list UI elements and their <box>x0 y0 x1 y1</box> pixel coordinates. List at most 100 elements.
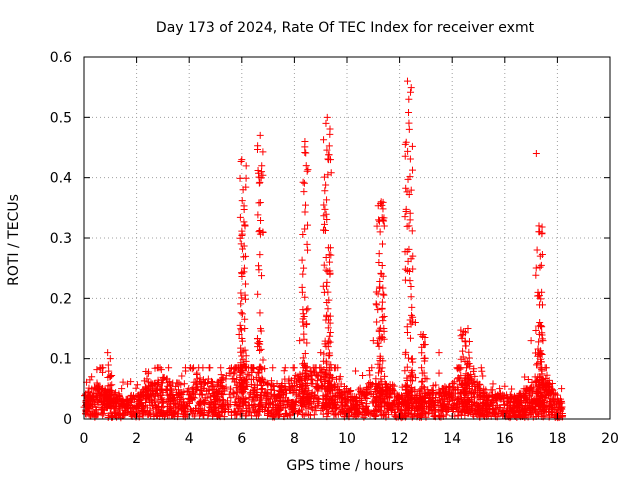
data-point <box>506 402 514 410</box>
data-point <box>407 282 415 290</box>
data-point <box>205 364 213 372</box>
data-point <box>175 379 183 387</box>
data-point <box>515 393 523 401</box>
data-point <box>496 392 504 400</box>
data-point <box>300 264 308 272</box>
data-point <box>336 373 344 381</box>
data-point <box>375 250 383 258</box>
data-point <box>478 367 486 375</box>
data-point <box>403 374 411 382</box>
data-point <box>250 383 258 391</box>
data-point <box>118 385 126 393</box>
data-point <box>524 375 532 383</box>
data-point <box>254 142 262 150</box>
data-point <box>321 187 329 195</box>
data-point <box>244 370 252 378</box>
data-point <box>369 337 377 345</box>
data-point <box>402 184 410 192</box>
data-point <box>377 354 385 362</box>
data-point <box>465 398 473 406</box>
data-point <box>271 397 279 405</box>
data-point <box>178 372 186 380</box>
data-point <box>163 398 171 406</box>
data-point <box>301 387 309 395</box>
data-point <box>522 402 530 410</box>
x-tick-label: 18 <box>548 431 566 447</box>
data-point <box>149 402 157 410</box>
data-point <box>86 393 94 401</box>
data-point <box>239 407 247 415</box>
data-point <box>240 268 248 276</box>
data-point <box>314 377 322 385</box>
data-point <box>263 396 271 404</box>
data-point <box>104 349 112 357</box>
data-point <box>552 408 560 416</box>
data-point <box>139 408 147 416</box>
data-point <box>375 402 383 410</box>
data-point <box>254 290 262 298</box>
data-point <box>242 295 250 303</box>
data-point <box>442 404 450 412</box>
data-point <box>527 337 535 345</box>
data-point <box>405 109 413 117</box>
data-point <box>298 401 306 409</box>
data-point <box>106 355 114 363</box>
data-point <box>226 365 234 373</box>
data-point <box>242 352 250 360</box>
data-point <box>237 326 245 334</box>
data-point <box>419 403 427 411</box>
data-point <box>317 349 325 357</box>
data-point <box>520 407 528 415</box>
data-point <box>384 382 392 390</box>
data-points <box>80 77 567 422</box>
data-point <box>159 374 167 382</box>
data-point <box>507 394 515 402</box>
data-point <box>186 391 194 399</box>
data-point <box>322 181 330 189</box>
data-point <box>257 377 265 385</box>
data-point <box>104 385 112 393</box>
data-point <box>201 396 209 404</box>
data-point <box>105 412 113 420</box>
data-point <box>166 393 174 401</box>
data-point <box>407 84 415 92</box>
data-point <box>357 396 365 404</box>
data-point <box>97 389 105 397</box>
data-point <box>204 412 212 420</box>
data-point <box>534 359 542 367</box>
data-point <box>92 406 100 414</box>
x-axis-label: GPS time / hours <box>286 458 403 474</box>
data-point <box>236 373 244 381</box>
data-point <box>377 411 385 419</box>
data-point <box>469 377 477 385</box>
data-point <box>534 292 542 300</box>
data-point <box>413 405 421 413</box>
data-point <box>120 412 128 420</box>
data-point <box>405 222 413 230</box>
data-point <box>242 412 250 420</box>
data-point <box>489 380 497 388</box>
data-point <box>377 198 385 206</box>
data-point <box>304 246 312 254</box>
data-point <box>407 293 415 301</box>
data-point <box>238 334 246 342</box>
data-point <box>168 386 176 394</box>
data-point <box>358 411 366 419</box>
data-point <box>483 391 491 399</box>
data-point <box>301 137 309 145</box>
data-point <box>246 390 254 398</box>
data-point <box>397 406 405 414</box>
data-point <box>93 366 101 374</box>
data-point <box>240 264 248 272</box>
data-point <box>404 389 412 397</box>
data-point <box>301 383 309 391</box>
data-point <box>295 407 303 415</box>
data-point <box>487 386 495 394</box>
grid <box>84 57 610 419</box>
data-point <box>206 407 214 415</box>
data-point <box>240 398 248 406</box>
data-point <box>296 373 304 381</box>
data-point <box>326 270 334 278</box>
data-point <box>236 321 244 329</box>
data-point <box>196 400 204 408</box>
